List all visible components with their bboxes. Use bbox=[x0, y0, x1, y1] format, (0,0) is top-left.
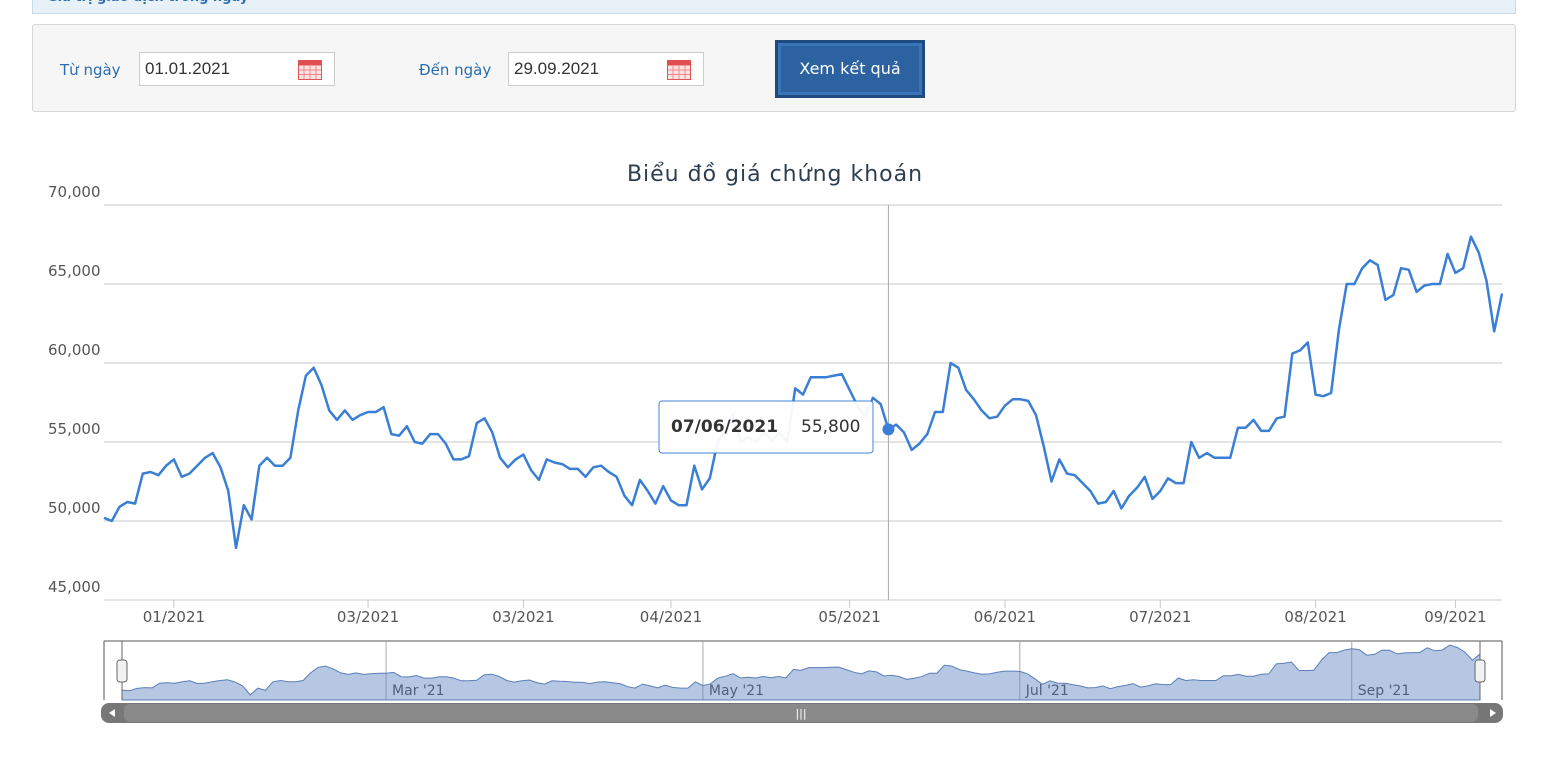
x-tick-label: 04/2021 bbox=[640, 608, 702, 626]
filter-panel: Từ ngày 01.01.2021 Đến ngày 29.09.2021 X… bbox=[32, 24, 1516, 112]
scrollbar-thumb bbox=[124, 704, 1478, 722]
from-date-value: 01.01.2021 bbox=[145, 59, 231, 78]
x-tick-label: 08/2021 bbox=[1284, 608, 1346, 626]
to-label: Đến ngày bbox=[419, 61, 492, 79]
y-tick-label: 70,000 bbox=[48, 183, 101, 201]
tooltip-date: 07/06/2021 bbox=[671, 417, 778, 437]
x-tick-label: 06/2021 bbox=[974, 608, 1036, 626]
to-date-input[interactable]: 29.09.2021 bbox=[508, 52, 704, 86]
navigator-tick-label: May '21 bbox=[709, 683, 764, 699]
submit-button[interactable]: Xem kết quả bbox=[775, 40, 925, 98]
scroll-right-arrow bbox=[1490, 709, 1496, 717]
navigator-tick-label: Jul '21 bbox=[1025, 683, 1069, 699]
scroll-left-arrow bbox=[109, 709, 115, 717]
price-line bbox=[103, 235, 1504, 550]
to-date-value: 29.09.2021 bbox=[514, 59, 600, 78]
section-header: Giá trị giao dịch trong ngày bbox=[32, 0, 1516, 14]
navigator-tick-label: Mar '21 bbox=[392, 683, 445, 699]
tooltip-value: 55,800 bbox=[801, 417, 860, 437]
scrollbar-grip: ||| bbox=[795, 707, 806, 720]
calendar-icon[interactable] bbox=[298, 58, 322, 80]
y-tick-label: 45,000 bbox=[48, 578, 101, 596]
scrollbar-track bbox=[101, 703, 1503, 723]
y-tick-label: 65,000 bbox=[48, 262, 101, 280]
x-tick-label: 03/2021 bbox=[492, 608, 554, 626]
tooltip-box bbox=[658, 400, 874, 454]
x-tick-label: 01/2021 bbox=[143, 608, 205, 626]
hover-point bbox=[882, 423, 895, 436]
y-tick-label: 50,000 bbox=[48, 499, 101, 517]
navigator-handle bbox=[1474, 659, 1486, 683]
x-tick-label: 03/2021 bbox=[337, 608, 399, 626]
y-tick-label: 60,000 bbox=[48, 341, 101, 359]
chart-title: Biểu đồ giá chứng khoán bbox=[627, 162, 923, 187]
navigator-tick-label: Sep '21 bbox=[1358, 683, 1411, 699]
calendar-icon[interactable] bbox=[667, 58, 691, 80]
x-tick-label: 05/2021 bbox=[818, 608, 880, 626]
from-date-input[interactable]: 01.01.2021 bbox=[139, 52, 335, 86]
x-tick-label: 09/2021 bbox=[1424, 608, 1486, 626]
x-tick-label: 07/2021 bbox=[1129, 608, 1191, 626]
navigator-handle bbox=[116, 659, 128, 683]
navigator-area bbox=[121, 644, 1481, 701]
from-label: Từ ngày bbox=[60, 61, 121, 79]
y-tick-label: 55,000 bbox=[48, 420, 101, 438]
